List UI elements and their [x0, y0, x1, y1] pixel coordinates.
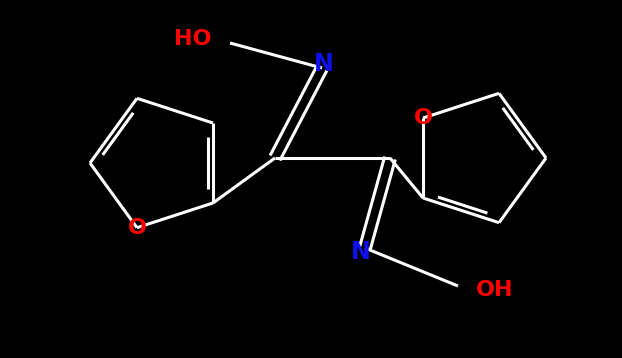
Text: O: O: [128, 218, 147, 238]
Text: N: N: [314, 52, 334, 76]
Text: N: N: [351, 240, 371, 264]
Text: O: O: [414, 108, 432, 128]
Text: OH: OH: [476, 280, 514, 300]
Text: HO: HO: [175, 29, 212, 49]
